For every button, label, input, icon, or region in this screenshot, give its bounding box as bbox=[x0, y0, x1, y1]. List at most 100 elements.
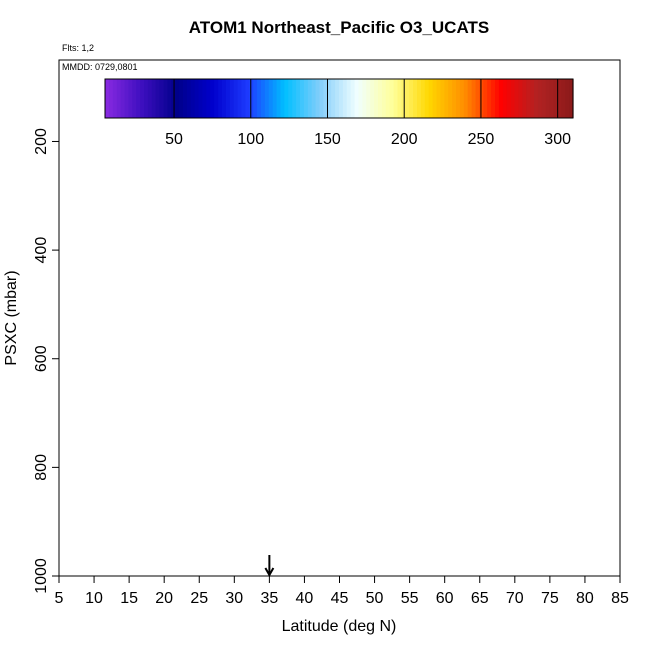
colorbar-segment bbox=[315, 79, 321, 118]
colorbar-segment bbox=[225, 79, 231, 118]
sample-point bbox=[57, 566, 66, 575]
colorbar-segment bbox=[346, 79, 352, 118]
colorbar-segment bbox=[534, 79, 539, 118]
colorbar-segment bbox=[183, 79, 188, 118]
colorbar-segment bbox=[300, 79, 305, 118]
x-tick-label: 40 bbox=[296, 590, 314, 607]
sample-point bbox=[152, 273, 161, 282]
colorbar bbox=[104, 78, 574, 119]
colorbar-segment bbox=[331, 79, 336, 118]
colorbar-segment bbox=[370, 79, 375, 118]
x-tick-label: 15 bbox=[120, 590, 138, 607]
colorbar-tick-label: 300 bbox=[544, 131, 571, 148]
colorbar-tick-label: 200 bbox=[391, 131, 418, 148]
colorbar-segment bbox=[417, 79, 422, 118]
colorbar-ticks: 50 100 150 200 250 300 bbox=[165, 79, 571, 148]
colorbar-segment bbox=[354, 79, 360, 118]
colorbar-segment bbox=[428, 79, 434, 118]
sample-point bbox=[189, 566, 198, 575]
colorbar-segment bbox=[186, 79, 192, 118]
sample-point bbox=[105, 311, 114, 320]
sample-point bbox=[419, 176, 428, 185]
sample-point bbox=[461, 163, 470, 172]
colorbar-segment bbox=[463, 79, 469, 118]
x-tick-label: 80 bbox=[576, 590, 594, 607]
colorbar-segment bbox=[413, 79, 418, 118]
colorbar-segment bbox=[120, 79, 126, 118]
sample-point bbox=[246, 178, 255, 187]
sample-point bbox=[571, 387, 580, 396]
colorbar-segment bbox=[487, 79, 492, 118]
x-tick-label: 45 bbox=[331, 590, 349, 607]
colorbar-segment bbox=[342, 79, 348, 118]
sample-point bbox=[182, 341, 191, 350]
x-axis: 5 10 15 20 25 30 35 40 45 50 55 60 65 70 75 80 85 bbox=[55, 575, 629, 607]
y-tick-label: 800 bbox=[33, 454, 50, 481]
y-tick-label: 200 bbox=[33, 128, 50, 155]
sample-point bbox=[172, 178, 181, 187]
colorbar-segment bbox=[366, 79, 371, 118]
colorbar-segment bbox=[116, 79, 122, 118]
colorbar-segment bbox=[440, 79, 445, 118]
colorbar-tick-label: 50 bbox=[165, 131, 183, 148]
colorbar-segment bbox=[522, 79, 527, 118]
sample-point bbox=[489, 163, 498, 172]
colorbar-segment bbox=[233, 79, 239, 118]
colorbar-tick-label: 250 bbox=[468, 131, 495, 148]
colorbar-segment bbox=[459, 79, 465, 118]
sample-point bbox=[507, 314, 516, 322]
colorbar-segment bbox=[253, 79, 258, 118]
colorbar-segment bbox=[362, 79, 367, 118]
sample-point bbox=[63, 305, 72, 314]
colorbar-segment bbox=[491, 79, 496, 118]
sample-point bbox=[219, 176, 228, 185]
sample-point bbox=[562, 308, 570, 317]
colorbar-segment bbox=[292, 79, 297, 118]
chart-title: ATOM1 Northeast_Pacific O3_UCATS bbox=[189, 18, 489, 37]
colorbar-segment bbox=[241, 79, 246, 118]
colorbar-segment bbox=[475, 79, 480, 118]
sample-point bbox=[252, 186, 261, 195]
colorbar-segment bbox=[323, 79, 328, 118]
colorbar-segment bbox=[276, 79, 282, 118]
colorbar-segment bbox=[557, 79, 562, 118]
sample-point bbox=[167, 147, 176, 156]
colorbar-segment bbox=[452, 79, 457, 118]
colorbar-segment bbox=[198, 79, 204, 118]
sample-point bbox=[391, 176, 400, 185]
colorbar-segment bbox=[124, 79, 129, 118]
colorbar-segment bbox=[202, 79, 207, 118]
flights-label: Flts: 1,2 bbox=[62, 43, 94, 53]
x-tick-label: 10 bbox=[85, 590, 103, 607]
sample-point bbox=[207, 371, 216, 379]
sample-point bbox=[76, 159, 84, 168]
colorbar-segment bbox=[284, 79, 289, 118]
sample-point bbox=[97, 563, 106, 572]
sample-point bbox=[564, 305, 573, 314]
colorbar-tick-label: 100 bbox=[237, 131, 264, 148]
x-tick-label: 85 bbox=[611, 590, 629, 607]
colorbar-segment bbox=[432, 79, 438, 118]
sample-point bbox=[470, 297, 479, 306]
colorbar-segment bbox=[190, 79, 196, 118]
x-tick-label: 55 bbox=[401, 590, 419, 607]
sample-point bbox=[475, 163, 484, 172]
colorbar-segment bbox=[288, 79, 293, 118]
colorbar-segment bbox=[132, 79, 137, 118]
x-tick-label: 75 bbox=[541, 590, 559, 607]
colorbar-segment bbox=[261, 79, 266, 118]
colorbar-segment bbox=[175, 79, 180, 118]
colorbar-segment bbox=[374, 79, 379, 118]
sample-point bbox=[307, 191, 316, 200]
arrow-head bbox=[264, 567, 275, 578]
x-tick-label: 60 bbox=[436, 590, 454, 607]
y-axis-label: PSXC (mbar) bbox=[3, 270, 20, 365]
colorbar-segment bbox=[167, 79, 172, 118]
colorbar-segment bbox=[339, 79, 344, 118]
sample-point bbox=[349, 176, 358, 185]
colorbar-segment bbox=[307, 79, 313, 118]
sample-point bbox=[231, 176, 240, 185]
sample-point bbox=[293, 191, 302, 200]
colorbar-segment bbox=[140, 79, 145, 118]
y-tick-label: 600 bbox=[33, 345, 50, 372]
